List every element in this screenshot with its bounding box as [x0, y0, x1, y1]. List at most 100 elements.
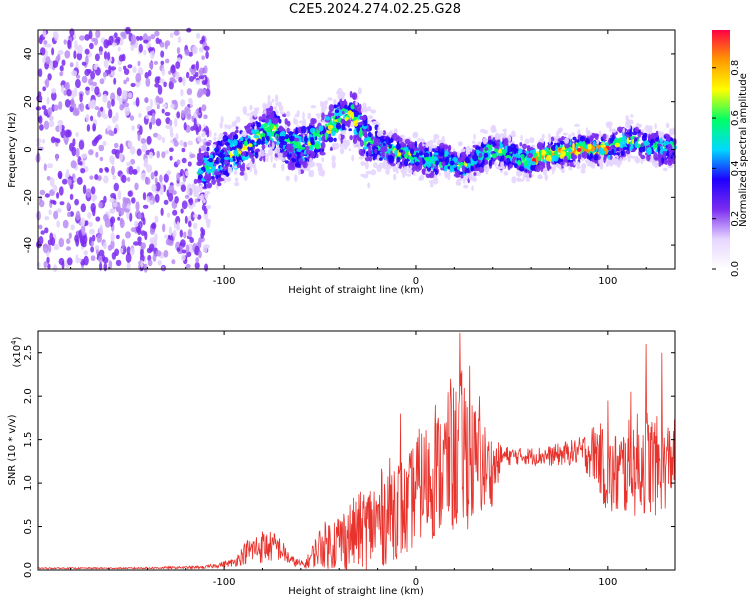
spectral-blob [321, 157, 325, 163]
noise-blob [53, 104, 59, 111]
spectral-blob [407, 167, 412, 174]
noise-blob [193, 213, 199, 219]
noise-blob [119, 97, 123, 106]
noise-blob [206, 220, 211, 229]
spectrogram-marks [35, 26, 677, 273]
snr-y-axis-label: SNR (10 * v/v) [7, 414, 18, 485]
noise-blob [112, 175, 117, 180]
noise-blob [38, 236, 44, 245]
figure-title: C2E5.2024.274.02.25.G28 [288, 2, 462, 17]
noise-blob [44, 193, 51, 198]
noise-blob [192, 45, 198, 55]
noise-blob [111, 99, 115, 107]
spectral-blob [592, 140, 596, 147]
spectral-blob [234, 165, 238, 169]
noise-blob [109, 155, 115, 164]
spectrogram-x-ticks: -100 0 100 [70, 30, 647, 287]
spectral-blob [249, 153, 256, 158]
spectral-blob [318, 136, 323, 142]
spectral-blob [353, 103, 360, 109]
spectral-blob [357, 112, 362, 116]
noise-blob [140, 138, 147, 145]
noise-blob [175, 71, 180, 80]
noise-blob [94, 53, 100, 62]
colorbar-ticks: 0.0 0.2 0.4 0.6 0.8 [712, 60, 741, 277]
noise-blob [150, 171, 155, 180]
noise-blob [86, 124, 91, 132]
spectral-blob [640, 132, 644, 136]
spectral-blob [448, 169, 451, 177]
noise-blob [98, 144, 105, 152]
spectral-blob [298, 142, 301, 146]
noise-blob [183, 231, 187, 239]
noise-blob [109, 208, 114, 214]
noise-blob [171, 259, 176, 265]
noise-blob [130, 34, 137, 45]
noise-blob [132, 66, 137, 74]
noise-blob [56, 192, 60, 199]
noise-blob [115, 112, 119, 122]
noise-blob [154, 215, 159, 224]
spectral-blob [293, 117, 296, 125]
spectral-blob [438, 172, 442, 176]
noise-blob [191, 185, 197, 192]
spectral-blob [547, 166, 552, 170]
spectral-blob [607, 150, 614, 156]
noise-blob [194, 198, 199, 203]
noise-blob [138, 43, 143, 53]
spectral-blob [325, 99, 328, 105]
snr-y-ticks: 0.0 0.5 1.0 1.5 2.0 2.5 [23, 345, 675, 578]
noise-blob [127, 92, 133, 99]
noise-blob [55, 153, 59, 162]
noise-blob [137, 236, 142, 243]
spectral-blob [577, 153, 581, 161]
spectral-blob [328, 133, 332, 138]
noise-blob [169, 119, 173, 127]
noise-blob [108, 108, 113, 119]
spectral-blob [410, 148, 414, 155]
spectral-blob [441, 161, 446, 167]
noise-blob [147, 259, 153, 267]
noise-blob [142, 204, 149, 209]
spectral-blob [293, 137, 300, 142]
spectral-blob [356, 133, 360, 141]
spectral-blob [539, 149, 542, 158]
noise-blob [81, 75, 88, 84]
spectral-blob [667, 143, 673, 152]
spectral-blob [223, 156, 230, 160]
noise-blob [39, 124, 44, 131]
noise-blob [90, 246, 94, 253]
noise-blob [53, 264, 58, 273]
spectral-blob [233, 170, 238, 176]
spectral-blob [470, 160, 474, 166]
spectral-blob [387, 154, 393, 161]
noise-blob [59, 65, 64, 72]
spectral-blob [248, 128, 253, 135]
noise-blob [116, 95, 121, 101]
noise-blob [180, 208, 184, 214]
noise-blob [48, 209, 52, 216]
noise-blob [163, 250, 169, 258]
noise-blob [99, 51, 103, 56]
noise-blob [45, 78, 50, 88]
noise-blob [58, 124, 62, 133]
spectral-blob [580, 168, 586, 174]
noise-blob [195, 60, 199, 71]
spectral-blob [331, 130, 336, 137]
noise-blob [168, 80, 174, 90]
spectral-blob [452, 148, 456, 152]
noise-blob [139, 254, 145, 262]
noise-blob [202, 244, 208, 253]
noise-blob [175, 61, 181, 69]
spectral-blob [498, 153, 503, 157]
spectral-blob [205, 179, 210, 183]
noise-blob [43, 109, 49, 116]
spectral-blob [348, 128, 353, 132]
spectral-blob [263, 122, 268, 128]
noise-blob [113, 127, 118, 135]
noise-blob [84, 34, 90, 41]
spectral-blob [219, 122, 223, 129]
noise-blob [168, 226, 173, 236]
noise-blob [44, 227, 49, 234]
spectral-blob [472, 154, 479, 162]
